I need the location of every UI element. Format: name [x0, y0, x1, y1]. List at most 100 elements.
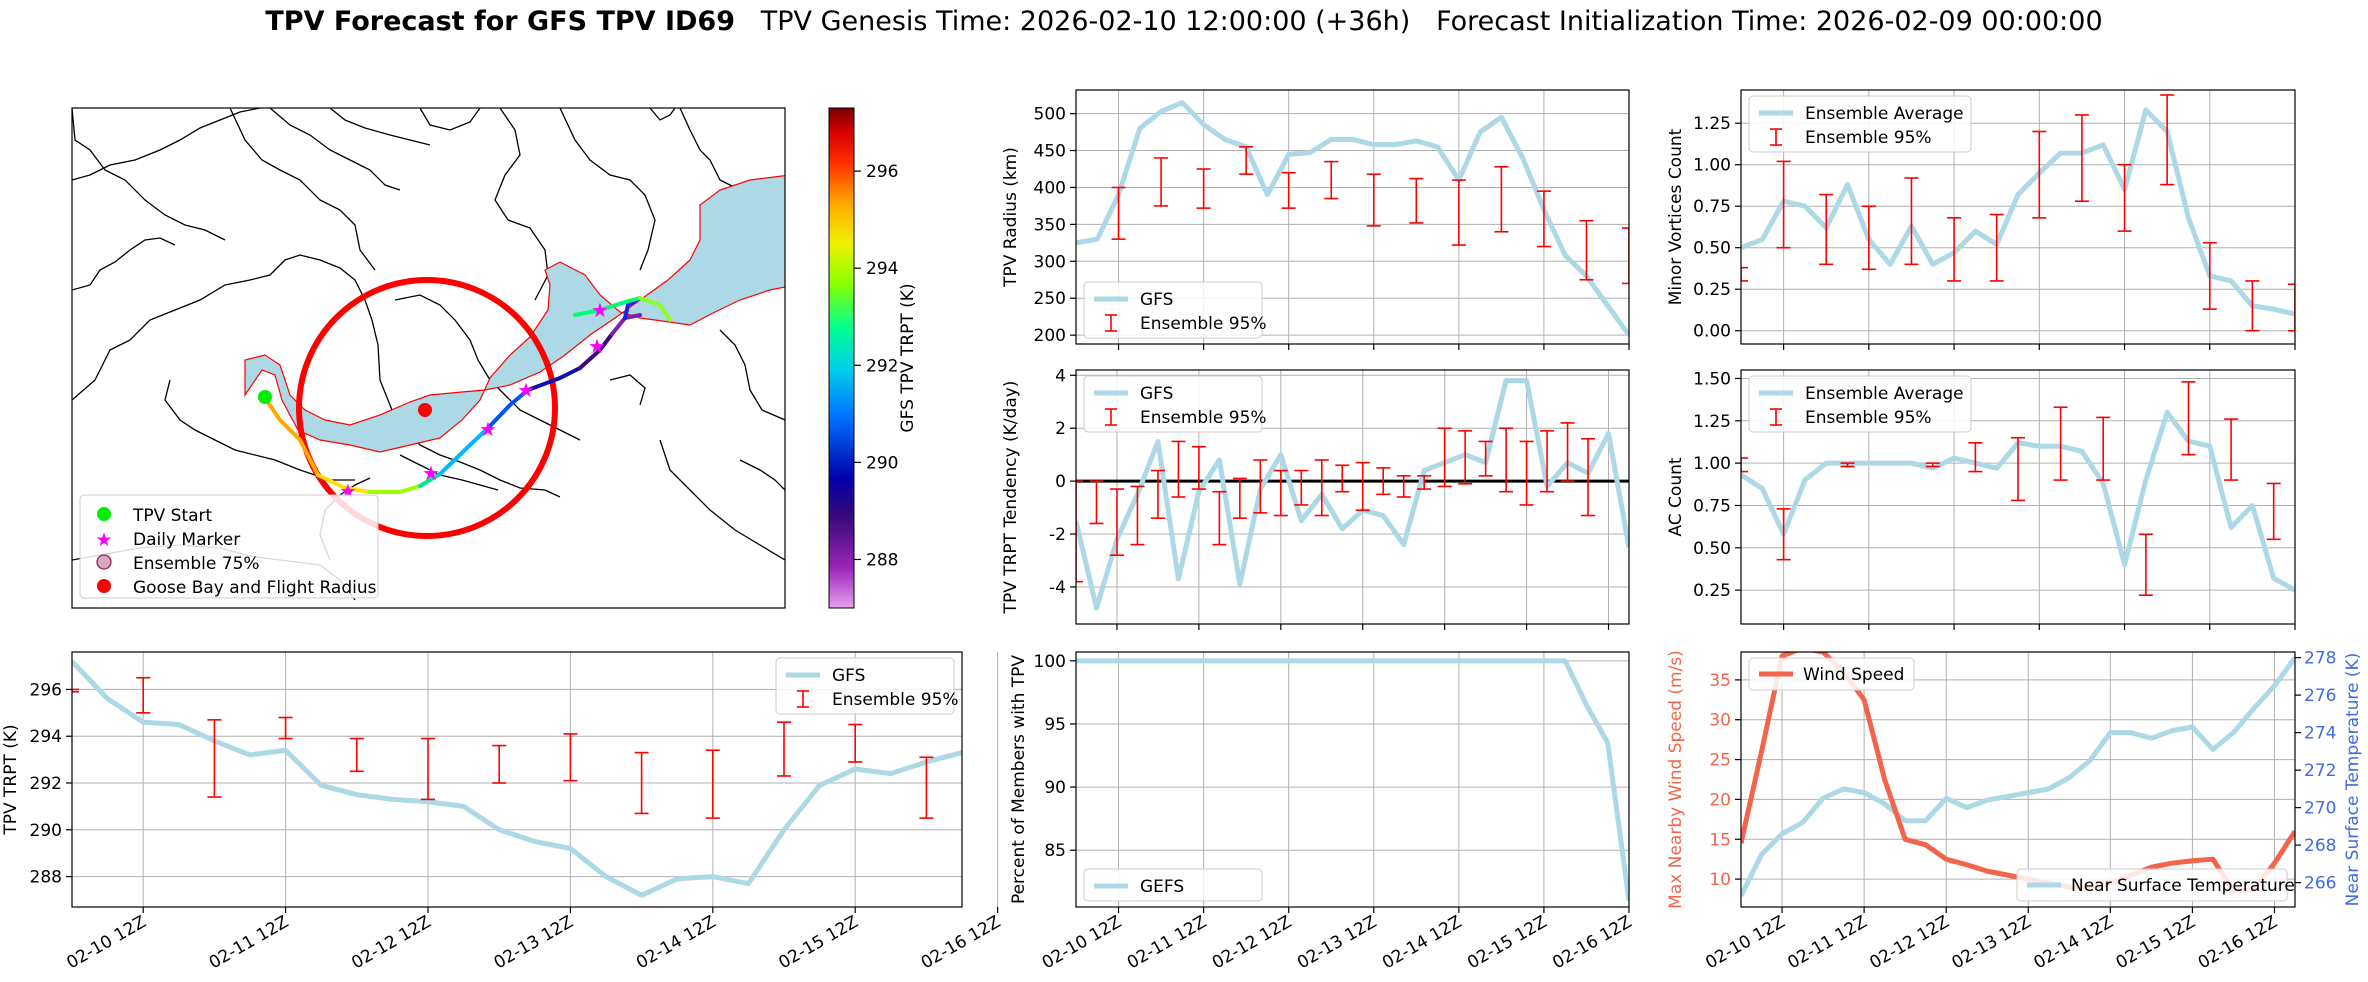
- y-tick-label: 90: [1044, 778, 1066, 798]
- y-tick-label: 200: [1034, 326, 1066, 346]
- y-axis-label: AC Count: [1666, 457, 1686, 536]
- errorbar: [2117, 163, 2132, 232]
- colorbar-tick-label: 288: [866, 550, 898, 570]
- axes-frame: [1740, 369, 2296, 625]
- errorbar: [278, 716, 293, 740]
- legend-daily-marker-symbol: ★: [95, 529, 112, 551]
- errorbar: [1989, 213, 2004, 282]
- x-tick-label: 02-13 12Z: [491, 912, 577, 973]
- plot-area: [1076, 100, 1629, 337]
- errorbar: [492, 744, 507, 784]
- y-tick-label: 296: [30, 680, 62, 700]
- errorbar: [1130, 485, 1145, 546]
- errorbar: [1904, 177, 1919, 266]
- errorbar: [2011, 436, 2025, 502]
- y-tick-label: 1.25: [1693, 114, 1731, 134]
- figure-title-genesis: TPV Genesis Time: 2026-02-10 12:00:00 (+…: [760, 6, 1411, 37]
- legend-label: GEFS: [1140, 877, 1184, 897]
- map-daily-marker: ★: [479, 417, 497, 441]
- errorbar: [1581, 437, 1596, 517]
- y-tick-label: -4: [1049, 578, 1066, 598]
- map-flight-radius-circle: [296, 277, 558, 539]
- colorbar-tick-label: 294: [866, 259, 898, 279]
- x-tick-label: 02-10 12Z: [63, 912, 149, 973]
- errorbar: [1579, 219, 1594, 281]
- errorbar: [1819, 193, 1834, 266]
- errorbar: [1253, 459, 1268, 514]
- x-tick-label: 02-12 12Z: [348, 912, 434, 973]
- legend: Ensemble Average Ensemble 95%: [1748, 375, 1972, 433]
- y-axis-label: Minor Vortices Count: [1666, 128, 1686, 305]
- y-tick-label: 4: [1055, 366, 1066, 386]
- map-frame: [71, 107, 786, 609]
- map-daily-marker: ★: [422, 461, 440, 485]
- legend: GFS Ensemble 95%: [775, 657, 959, 715]
- axes-frame: [1740, 89, 2296, 345]
- errorbar: [1776, 508, 1791, 561]
- errorbar: [1947, 217, 1962, 282]
- errorbar: [1281, 171, 1296, 209]
- errorbar: [1376, 467, 1391, 496]
- y-axis-label: TPV Radius (km): [1001, 147, 1021, 288]
- y-tick-label: 0.50: [1693, 539, 1731, 559]
- legend-tpv-start-label: TPV Start: [132, 506, 213, 526]
- y-tick-label: 500: [1034, 105, 1066, 125]
- legend-daily-marker-label: Daily Marker: [133, 530, 240, 550]
- plot-area: [72, 659, 962, 898]
- map-panel: ★ ★ ★ ★ ★ ★ TPV Start ★ Daily Marker Ens…: [71, 107, 918, 609]
- legend-label: Ensemble 95%: [1140, 314, 1267, 334]
- temperature-line: [1741, 656, 2295, 897]
- errorbar: [2074, 114, 2089, 203]
- y-axis-label: Percent of Members with TPV: [1009, 655, 1029, 904]
- errorbar: [1478, 440, 1493, 477]
- map-tpv-start-marker: [258, 390, 272, 404]
- series-line: [1741, 107, 2295, 317]
- errorbar: [1232, 477, 1247, 519]
- errorbar: [1212, 490, 1227, 546]
- chart-tendency: -4 -2 0 2 4 TPV TRPT Tendency (K/day) GFS Ensem…: [1001, 366, 1630, 630]
- errorbar: [1968, 442, 1983, 473]
- errorbar: [1622, 227, 1629, 285]
- legend-label: Ensemble 95%: [832, 690, 959, 710]
- legend-goose-bay-symbol: [97, 579, 111, 593]
- legend-label: Wind Speed: [1803, 665, 1904, 685]
- errorbar: [1494, 165, 1509, 233]
- x-tick-label: 02-15 12Z: [1464, 912, 1550, 973]
- errorbar: [1076, 480, 1083, 583]
- errorbar: [2181, 381, 2196, 456]
- x-tick-label: 02-11 12Z: [1124, 912, 1210, 973]
- y-tick-label: 294: [30, 727, 62, 747]
- x-tick-label: 02-16 12Z: [918, 912, 1004, 973]
- errorbar: [1273, 469, 1288, 517]
- errorbar: [2309, 578, 2323, 624]
- legend-label: GFS: [832, 666, 865, 686]
- x-tick-label: 02-12 12Z: [1866, 912, 1952, 973]
- legend-label: Ensemble Average: [1805, 384, 1964, 404]
- y-tick-label: 350: [1034, 215, 1066, 235]
- errorbar: [1154, 157, 1169, 207]
- series-line: [1076, 658, 1629, 902]
- y-right-tick-label: 272: [2304, 761, 2336, 781]
- y-tick-label: 0.00: [1693, 322, 1731, 342]
- errorbar: [1239, 146, 1254, 175]
- legend-label: Ensemble Average: [1805, 104, 1964, 124]
- errorbar: [72, 688, 79, 693]
- errorbar: [1294, 469, 1309, 506]
- errorbar: [2202, 241, 2217, 310]
- y-tick-label: 15: [1709, 830, 1731, 850]
- legend-label: Ensemble 95%: [1805, 128, 1932, 148]
- y-right-tick-label: 276: [2304, 686, 2336, 706]
- chart-radius: 200 250 300 350 400 450 500 TPV Radius (km) GFS E…: [1001, 89, 1630, 350]
- y-tick-label: 35: [1709, 671, 1731, 691]
- y-axis-label: TPV TRPT Tendency (K/day): [1001, 381, 1021, 615]
- errorbar: [2053, 406, 2068, 481]
- errorbar: [848, 723, 863, 763]
- map-daily-marker: ★: [517, 378, 535, 402]
- y-right-axis-label: Near Surface Temperature (K): [2343, 653, 2363, 907]
- errorbar: [2266, 482, 2281, 541]
- x-tick-label: 02-14 12Z: [2031, 912, 2117, 973]
- errorbar: [919, 756, 934, 819]
- y-tick-label: 20: [1709, 790, 1731, 810]
